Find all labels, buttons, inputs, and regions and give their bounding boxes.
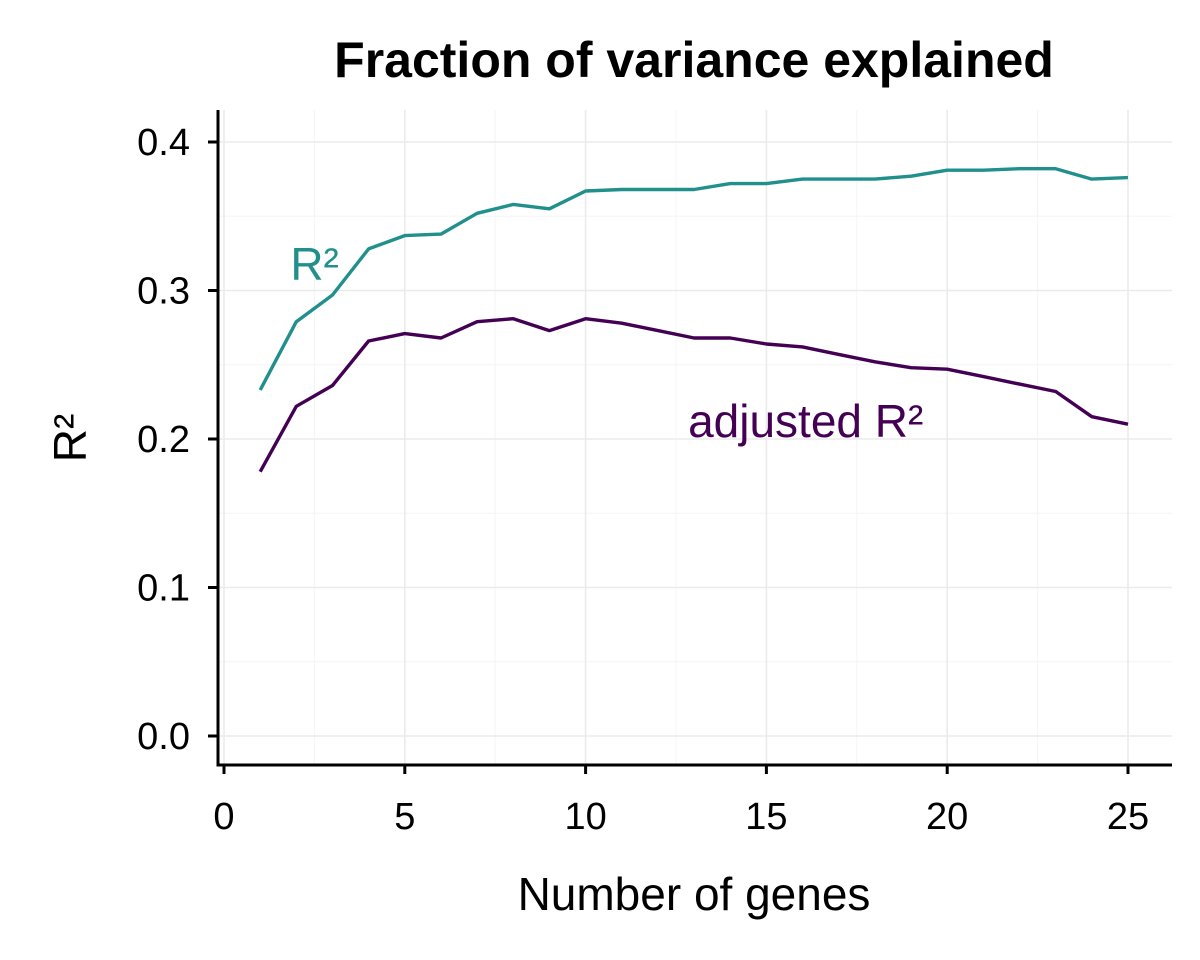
x-tick-label: 0	[213, 796, 234, 838]
y-tick-label: 0.2	[137, 419, 190, 461]
x-tick-label: 20	[926, 796, 968, 838]
x-tick-label: 15	[745, 796, 787, 838]
grid-lines	[218, 110, 1172, 765]
y-axis-title: R²	[44, 414, 96, 463]
axis-ticks: 0 5 10 15 20 25 0.0 0.1 0.2 0.3 0.4	[137, 122, 1149, 838]
series-labels: R² adjusted R²	[290, 238, 923, 447]
x-tick-label: 25	[1107, 796, 1149, 838]
x-axis-title: Number of genes	[518, 868, 871, 920]
series-lines	[258, 166, 1129, 473]
y-tick-label: 0.0	[137, 716, 190, 758]
x-tick-label: 5	[394, 796, 415, 838]
chart-title: Fraction of variance explained	[334, 32, 1054, 88]
series-line-0	[258, 166, 1129, 391]
series-line-1	[258, 317, 1129, 473]
series-label-1: adjusted R²	[688, 395, 923, 447]
series-label-0: R²	[290, 238, 339, 290]
x-tick-label: 10	[564, 796, 606, 838]
y-tick-label: 0.4	[137, 122, 190, 164]
y-tick-label: 0.3	[137, 271, 190, 313]
y-tick-label: 0.1	[137, 568, 190, 610]
